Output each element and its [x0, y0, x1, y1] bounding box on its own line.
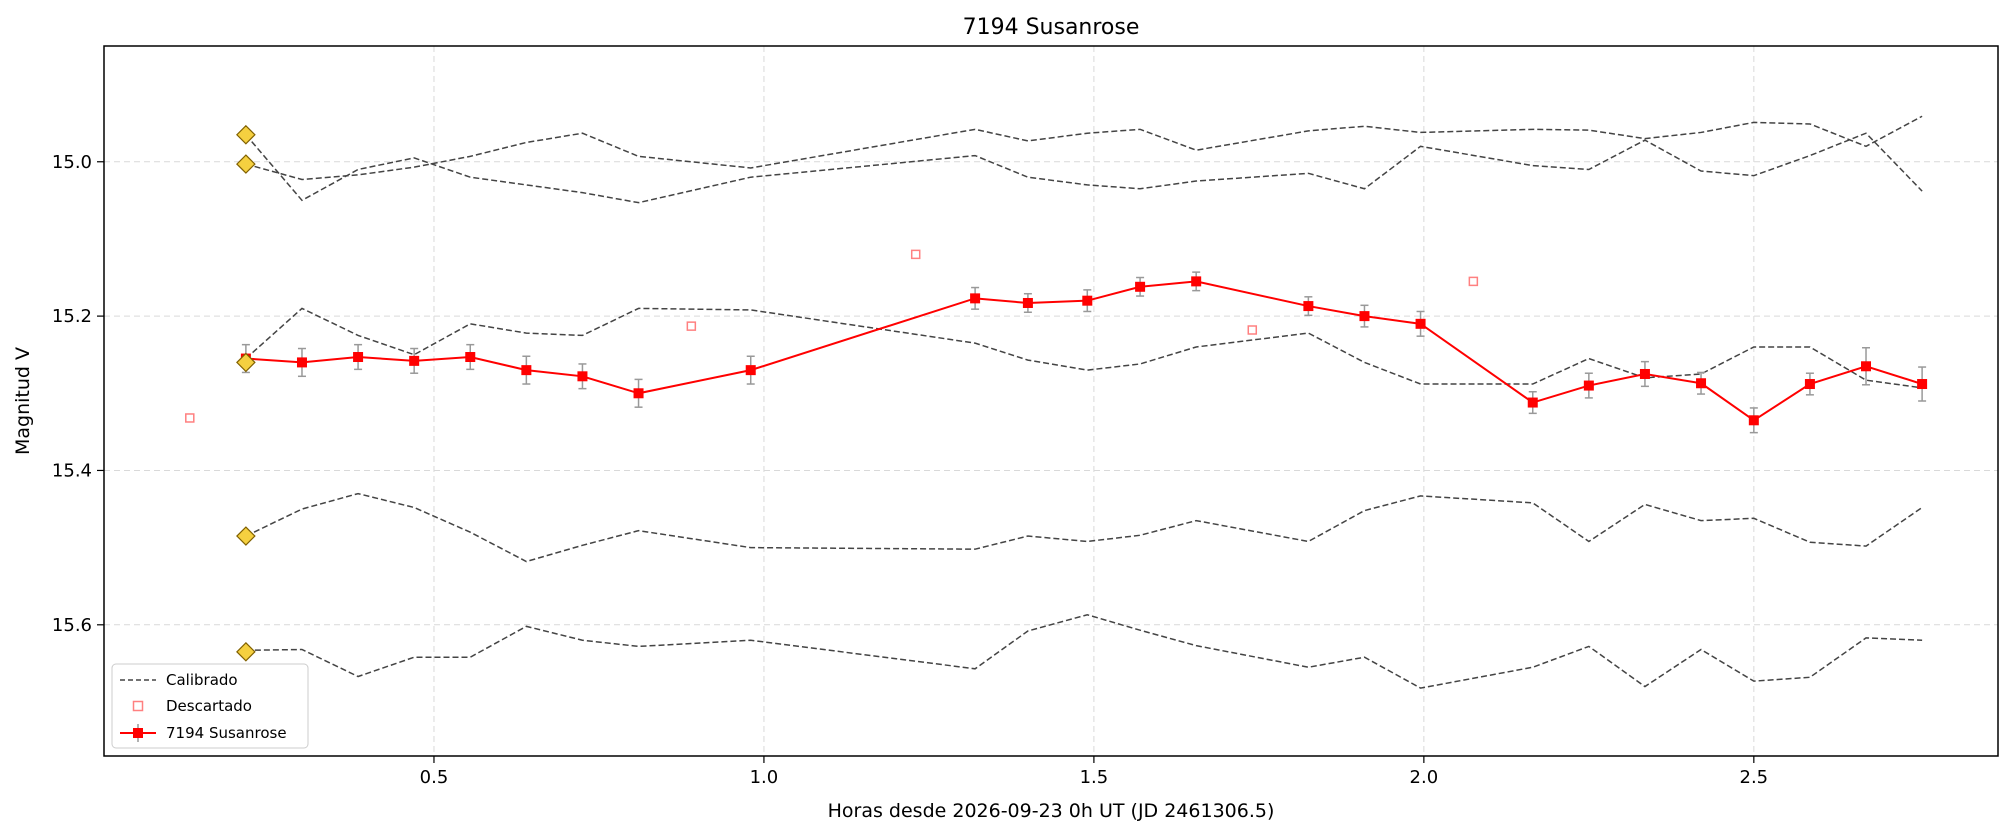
target-point	[970, 293, 981, 304]
target-point	[1639, 368, 1650, 379]
comparison-stars-group	[236, 124, 256, 662]
target-point	[1022, 297, 1033, 308]
target-point	[1303, 301, 1314, 312]
plot-area-frame	[103, 45, 1999, 757]
discarded-point	[1468, 276, 1479, 287]
legend-target-label: 7194 Susanrose	[166, 724, 287, 742]
target-point	[1359, 311, 1370, 322]
x-tick-label: 2.5	[1740, 767, 1769, 788]
target-point	[1748, 415, 1759, 426]
x-axis-label: Horas desde 2026-09-23 0h UT (JD 2461306…	[828, 800, 1275, 822]
target-point	[1917, 379, 1928, 390]
target-point	[1082, 295, 1093, 306]
y-axis-label: Magnitud V	[12, 347, 34, 455]
legend-discarded-swatch	[132, 700, 144, 712]
comparison-star-marker	[236, 124, 256, 145]
target-point	[1583, 380, 1594, 391]
calibrated-series-group	[245, 115, 1923, 689]
y-axis-ticks: 15.0 15.2 15.4 15.6	[52, 152, 104, 636]
target-point	[1191, 276, 1202, 287]
comparison-star-marker	[236, 352, 256, 373]
discarded-point	[686, 321, 697, 331]
target-point	[296, 357, 307, 368]
chart-title: 7194 Susanrose	[963, 15, 1140, 40]
target-point	[521, 365, 532, 376]
y-tick-label: 15.6	[52, 615, 92, 636]
target-point	[745, 365, 756, 376]
target-point	[1527, 397, 1538, 408]
x-axis-ticks: 0.5 1.0 1.5 2.0 2.5	[420, 756, 1769, 788]
x-tick-label: 2.0	[1410, 767, 1439, 788]
discarded-point	[1247, 325, 1258, 335]
calibrated-line	[245, 613, 1923, 689]
target-point	[1415, 318, 1426, 329]
comparison-star-marker	[236, 154, 256, 174]
legend-discarded-label: Descartado	[166, 697, 252, 715]
discarded-points-group	[185, 249, 1479, 423]
target-point	[1135, 281, 1146, 292]
discarded-point	[185, 413, 195, 423]
legend-box	[111, 663, 309, 749]
comparison-star-marker	[236, 641, 256, 662]
x-tick-label: 1.0	[750, 767, 779, 788]
target-point	[409, 355, 420, 366]
grid-lines	[104, 46, 1998, 756]
target-point	[633, 388, 644, 399]
discarded-point	[910, 249, 921, 260]
y-tick-label: 15.0	[52, 152, 92, 173]
target-series-group	[240, 276, 1928, 426]
target-point	[353, 352, 364, 363]
calibrated-line	[245, 492, 1923, 563]
legend-calibrated-label: Calibrado	[166, 671, 238, 689]
comparison-star-marker	[236, 526, 256, 546]
x-tick-label: 0.5	[420, 767, 449, 788]
calibrated-line	[245, 307, 1923, 389]
y-tick-label: 15.2	[52, 306, 92, 327]
target-point	[465, 352, 476, 363]
target-point	[577, 371, 588, 382]
x-tick-label: 1.5	[1080, 767, 1109, 788]
legend: Calibrado Descartado 7194 Susanrose	[111, 663, 309, 749]
calibrated-line	[245, 115, 1923, 181]
target-point	[1696, 378, 1707, 389]
calibrated-line	[245, 132, 1923, 204]
target-point	[1861, 361, 1872, 372]
legend-target-swatch-marker	[133, 728, 143, 738]
y-tick-label: 15.4	[52, 460, 92, 481]
target-point	[1804, 379, 1815, 390]
